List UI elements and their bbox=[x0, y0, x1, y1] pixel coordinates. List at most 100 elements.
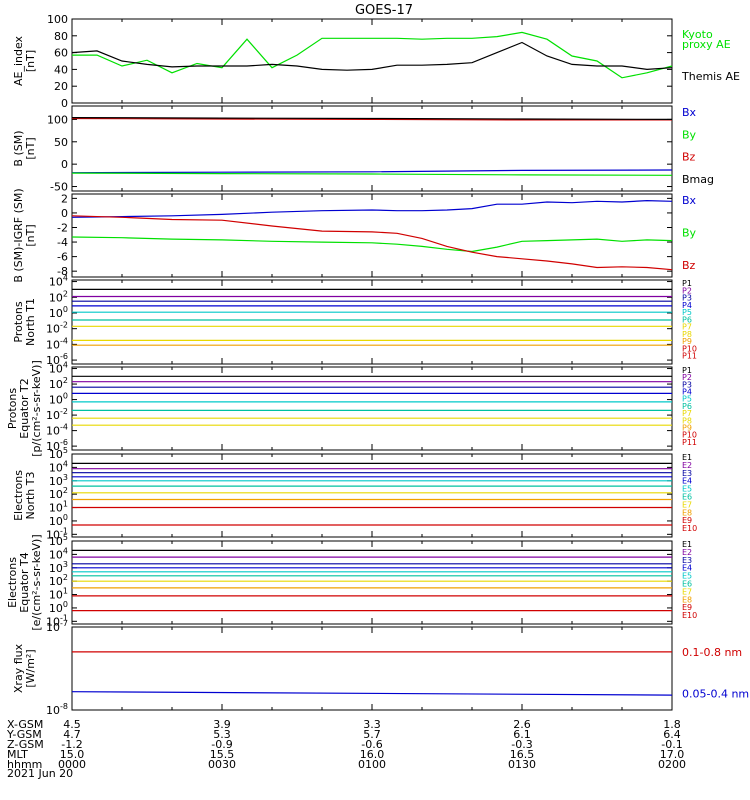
x-axis-value: 5.7 bbox=[363, 728, 381, 741]
y-tick-label: 100 bbox=[47, 113, 68, 126]
legend-entry: By bbox=[682, 227, 697, 240]
legend-entry: P11 bbox=[682, 438, 697, 447]
legend-entry: Bz bbox=[682, 259, 696, 272]
legend-entry: E2 bbox=[682, 461, 692, 470]
series-line-bx bbox=[71, 169, 673, 174]
legend-entry: P9 bbox=[682, 423, 692, 432]
legend-entry: E8 bbox=[682, 595, 692, 604]
x-axis-row-label: MLT bbox=[7, 748, 28, 761]
series-line-kyoto-proxy-ae bbox=[72, 31, 673, 79]
legend-entry: E1 bbox=[682, 453, 692, 462]
y-tick-label: -6 bbox=[57, 251, 68, 264]
x-axis-value: 0000 bbox=[58, 758, 86, 771]
panel-xray: 10-7 10-8 Xray flux [W/m²] 0.1-0.8 nm 0.05-0.… bbox=[12, 619, 749, 717]
x-axis-value: 3.3 bbox=[363, 718, 381, 731]
y-axis-label: Protons bbox=[12, 301, 25, 342]
y-axis-label: Electrons bbox=[12, 470, 25, 521]
legend-entry: E5 bbox=[682, 485, 692, 494]
y-tick-label: 10-4 bbox=[46, 423, 68, 438]
y-tick-label: 0 bbox=[61, 97, 68, 110]
legend-entry: P6 bbox=[682, 402, 692, 411]
legend-entry: P7 bbox=[682, 323, 692, 332]
legend-entry: Themis AE bbox=[681, 70, 740, 83]
legend-entry: E6 bbox=[682, 493, 692, 502]
y-tick-label: -50 bbox=[50, 181, 68, 194]
legend-entry: P10 bbox=[682, 344, 697, 353]
y-tick-label: 100 bbox=[49, 392, 68, 407]
legend-entry: E3 bbox=[682, 469, 692, 478]
y-axis-label: Equator T2 bbox=[18, 378, 31, 438]
y-axis-label: AE_index bbox=[12, 35, 25, 86]
y-tick-label: 80 bbox=[54, 30, 68, 43]
y-tick-label: 0 bbox=[61, 207, 68, 220]
x-axis-value: 0100 bbox=[358, 758, 386, 771]
x-axis-value: 15.5 bbox=[210, 748, 235, 761]
x-axis-value: 1.8 bbox=[663, 718, 681, 731]
legend-entry: P3 bbox=[682, 380, 692, 389]
y-tick-label: 2 bbox=[61, 192, 68, 205]
y-axis-label: Xray flux bbox=[12, 643, 25, 693]
legend-entry: E9 bbox=[682, 603, 692, 612]
y-tick-label: -2 bbox=[57, 221, 68, 234]
x-axis-value: -0.3 bbox=[511, 738, 532, 751]
legend-entry: P4 bbox=[682, 301, 692, 310]
series-line-bz bbox=[71, 215, 673, 271]
legend-entry: Bx bbox=[682, 106, 697, 119]
legend-entry: E10 bbox=[682, 611, 697, 620]
x-axis-row-label: Y-GSM bbox=[6, 728, 42, 741]
legend-entry: E9 bbox=[682, 516, 692, 525]
y-tick-label: 0 bbox=[61, 158, 68, 171]
legend-entry: Bmag bbox=[682, 173, 714, 186]
legend-entry: proxy AE bbox=[682, 38, 731, 51]
panel-frame bbox=[71, 626, 673, 711]
legend-entry: E2 bbox=[682, 548, 692, 557]
x-axis-value: 0030 bbox=[208, 758, 236, 771]
panel-frame bbox=[71, 279, 673, 365]
legend-entry: P6 bbox=[682, 315, 692, 324]
panel-frame bbox=[71, 193, 673, 278]
legend-entry: P8 bbox=[682, 416, 692, 425]
legend-entry: Bz bbox=[682, 151, 696, 164]
x-axis-value: 4.5 bbox=[63, 718, 81, 731]
x-axis-value: 2.6 bbox=[513, 718, 531, 731]
series-line-themis-ae bbox=[71, 41, 673, 71]
series-line-bmag bbox=[71, 117, 673, 120]
y-axis-label: [nT] bbox=[24, 224, 37, 246]
y-axis-label: North T3 bbox=[24, 472, 37, 520]
legend-entry: E4 bbox=[682, 564, 692, 573]
y-tick-label: 20 bbox=[54, 80, 68, 93]
legend-entry: P2 bbox=[682, 373, 692, 382]
y-tick-label: 102 bbox=[49, 376, 68, 391]
x-axis-value: 0200 bbox=[658, 758, 686, 771]
x-axis-value: 16.0 bbox=[360, 748, 385, 761]
legend-entry: E6 bbox=[682, 580, 692, 589]
y-tick-label: -8 bbox=[57, 265, 68, 278]
x-axis-value: -0.9 bbox=[211, 738, 232, 751]
legend-entry: 0.1-0.8 nm bbox=[682, 646, 742, 659]
legend-entry: E7 bbox=[682, 500, 692, 509]
legend-entry: P1 bbox=[682, 366, 692, 375]
series-line-bx bbox=[71, 199, 673, 218]
x-axis-value: -0.1 bbox=[661, 738, 682, 751]
y-axis-label: [nT] bbox=[24, 50, 37, 72]
legend-entry: P5 bbox=[682, 395, 692, 404]
panel-frame bbox=[71, 366, 673, 451]
x-axis-value: -0.6 bbox=[361, 738, 382, 751]
legend-entry: E1 bbox=[682, 540, 692, 549]
legend-entry: E5 bbox=[682, 572, 692, 581]
legend-entry: Bx bbox=[682, 194, 697, 207]
x-axis-value: -1.2 bbox=[61, 738, 82, 751]
y-tick-label: 10-2 bbox=[46, 407, 68, 422]
y-tick-label: 100 bbox=[47, 13, 68, 26]
series-line-0-05-0-4-nm bbox=[71, 691, 673, 696]
legend-entry: E4 bbox=[682, 477, 692, 486]
y-tick-label: 50 bbox=[54, 136, 68, 149]
x-axis-value: 15.0 bbox=[60, 748, 85, 761]
x-axis-value: 4.7 bbox=[63, 728, 81, 741]
legend-entry: P4 bbox=[682, 388, 692, 397]
